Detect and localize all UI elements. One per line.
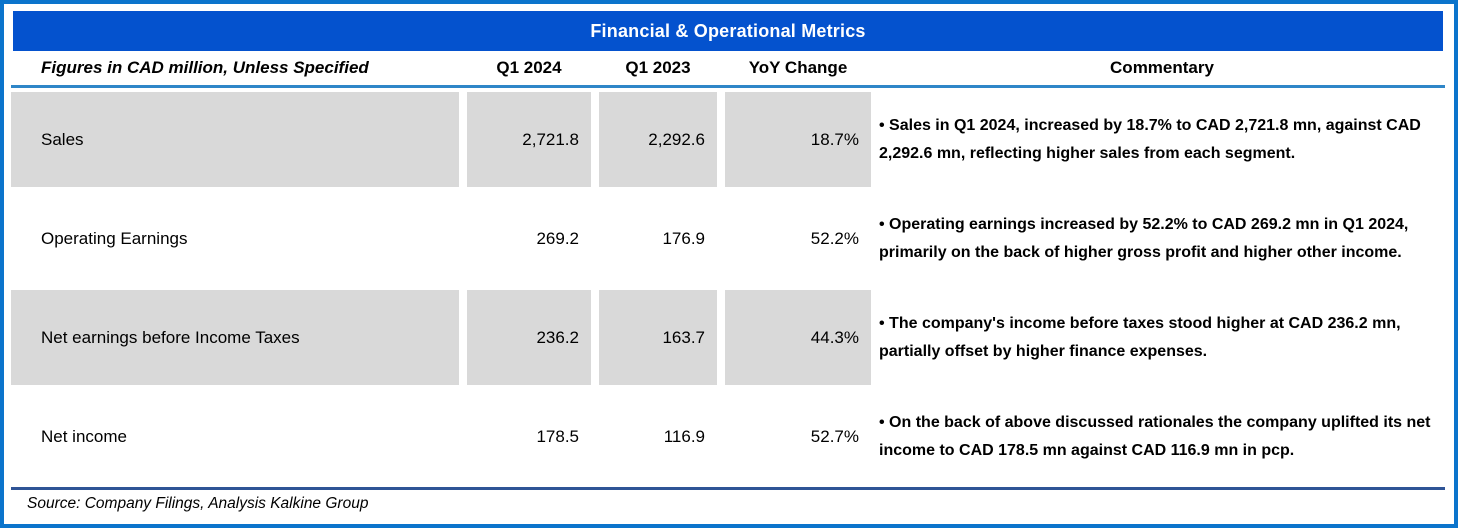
column-header-figures: Figures in CAD million, Unless Specified [41,58,369,77]
metric-q1-2023-value: 116.9 [599,389,717,484]
table-row: Sales 2,721.8 2,292.6 18.7% • Sales in Q… [11,92,1445,187]
metric-q1-2024-value: 236.2 [467,290,591,385]
metric-yoy-change-value: 44.3% [725,290,871,385]
metric-q1-2023-value: 176.9 [599,191,717,286]
metric-commentary: • The company's income before taxes stoo… [879,290,1445,385]
metric-yoy-change-value: 18.7% [725,92,871,187]
source-note: Source: Company Filings, Analysis Kalkin… [27,494,369,512]
metric-q1-2024-value: 269.2 [467,191,591,286]
metric-commentary: • On the back of above discussed rationa… [879,389,1445,484]
column-header-commentary: Commentary [1110,58,1214,77]
metric-q1-2023-value: 2,292.6 [599,92,717,187]
table-row: Net earnings before Income Taxes 236.2 1… [11,290,1445,385]
footer-divider [11,487,1445,490]
metric-q1-2024-value: 178.5 [467,389,591,484]
metric-commentary: • Operating earnings increased by 52.2% … [879,191,1445,286]
metric-yoy-change-value: 52.2% [725,191,871,286]
metric-label: Operating Earnings [11,191,459,286]
metric-q1-2024-value: 2,721.8 [467,92,591,187]
table-row: Operating Earnings 269.2 176.9 52.2% • O… [11,191,1445,286]
column-header-q1-2024: Q1 2024 [496,58,562,77]
metric-yoy-change-value: 52.7% [725,389,871,484]
table-body: Sales 2,721.8 2,292.6 18.7% • Sales in Q… [11,88,1445,484]
metric-commentary: • Sales in Q1 2024, increased by 18.7% t… [879,92,1445,187]
metric-label: Net income [11,389,459,484]
column-header-yoy-change: YoY Change [748,58,848,77]
column-header-q1-2023: Q1 2023 [625,58,691,77]
metric-label: Sales [11,92,459,187]
table-header-row: Figures in CAD million, Unless Specified… [11,51,1445,88]
table-title: Financial & Operational Metrics [13,11,1443,51]
metric-q1-2023-value: 163.7 [599,290,717,385]
table-row: Net income 178.5 116.9 52.7% • On the ba… [11,389,1445,484]
metric-label: Net earnings before Income Taxes [11,290,459,385]
